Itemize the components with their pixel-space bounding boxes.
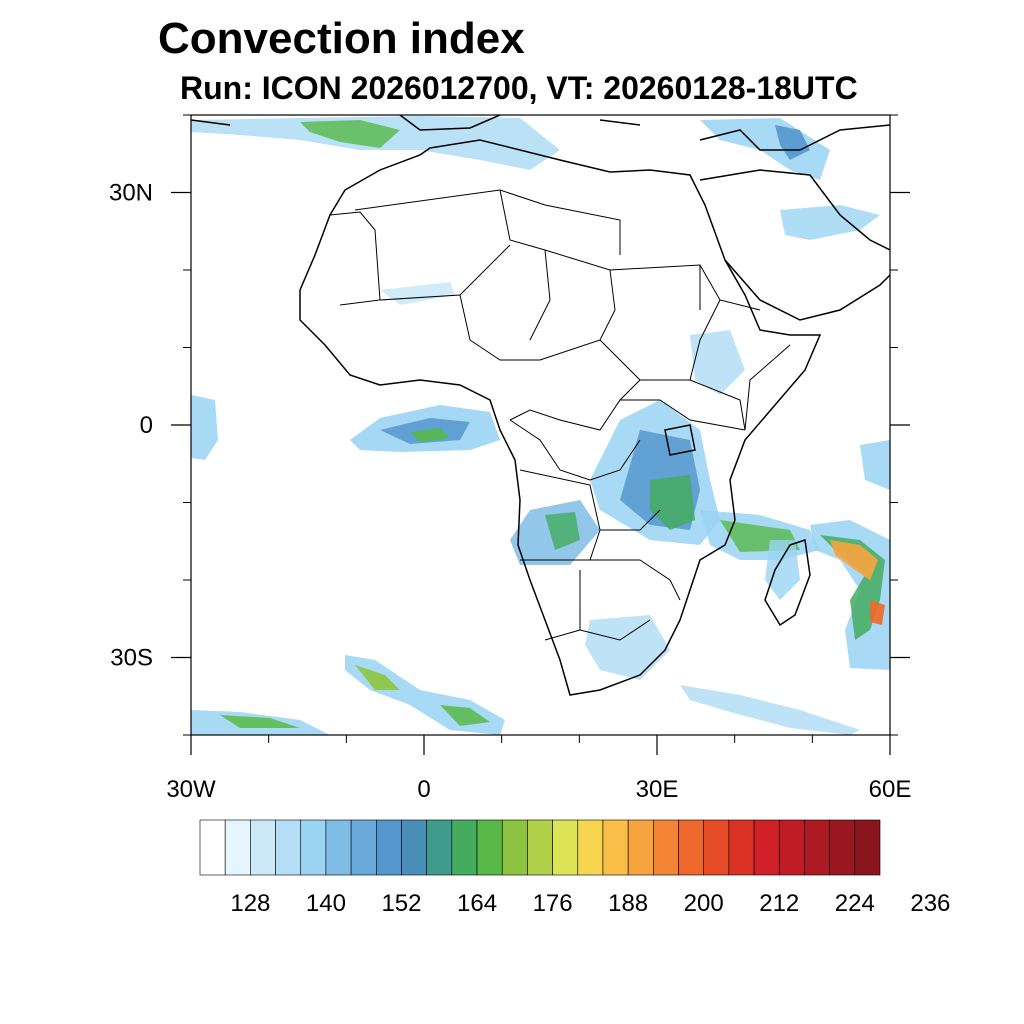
shade-sahara-streak: [380, 282, 455, 305]
colorbar-swatch: [224, 819, 251, 876]
border-lines: [329, 189, 791, 641]
map-axes: 30W 0 30E 60E 30N 0 30S: [109, 114, 912, 803]
colorbar-label: 200: [684, 890, 724, 917]
colorbar-label: 164: [457, 890, 497, 917]
colorbar-swatch: [375, 819, 402, 876]
chart-title: Convection index: [158, 14, 525, 63]
shade-south-africa: [585, 615, 670, 680]
country-borders: [329, 189, 791, 641]
coastlines: [191, 115, 890, 696]
shade-indian-hot: [830, 540, 878, 580]
colorbar-swatch: [829, 819, 856, 876]
colorbar-swatch: [627, 819, 654, 876]
africa-coastline: [299, 139, 822, 696]
colorbar-label: 224: [835, 890, 875, 917]
colorbar-swatch: [350, 819, 377, 876]
colorbar-swatch: [678, 819, 705, 876]
colorbar-label: 140: [306, 890, 346, 917]
colorbar-swatch: [401, 819, 427, 876]
shade-angola-core: [545, 512, 580, 550]
x-tick-label: 30W: [166, 776, 216, 803]
chart-subtitle: Run: ICON 2026012700, VT: 20260128-18UTC: [180, 70, 858, 106]
colorbar-swatch: [325, 819, 352, 876]
map-frame: [190, 114, 891, 736]
shade-med-east-core: [775, 125, 810, 160]
colorbar-swatch: [778, 819, 805, 876]
shade-madagascar: [765, 540, 800, 600]
shade-west-edge: [191, 395, 218, 460]
shade-east-edge: [860, 440, 890, 490]
colorbar-label: 212: [759, 890, 799, 917]
colorbar-swatch: [753, 819, 780, 876]
colorbar-swatch: [275, 819, 302, 876]
colorbar-swatch: [552, 819, 579, 876]
shade-south-atlantic-core2: [440, 705, 490, 726]
colorbar-swatch: [804, 819, 830, 876]
europe-coastline: [191, 115, 890, 151]
colorbar-swatch: [854, 819, 881, 876]
colorbar-swatch: [300, 819, 327, 876]
colorbar-label: 176: [533, 890, 573, 917]
madagascar-coastline: [764, 539, 811, 627]
colorbar-swatch: [577, 819, 604, 876]
colorbar-swatch: [527, 819, 553, 876]
shade-north-band-core: [300, 120, 400, 148]
colorbar-swatch: [602, 819, 629, 876]
colorbar-swatch: [250, 819, 276, 876]
colorbar-swatch: [199, 819, 226, 876]
shade-indian-hot2: [870, 600, 885, 625]
y-tick-label: 30N: [109, 180, 153, 207]
colorbar-label: 128: [230, 890, 270, 917]
colorbar-label: 152: [381, 890, 421, 917]
colorbar-swatch: [728, 819, 755, 876]
colorbar: 128 140 152 164 176 188 200 212 224 236: [199, 819, 950, 917]
shade-south-atlantic-core: [355, 665, 400, 690]
colorbar-swatch: [451, 819, 478, 876]
colorbar-label: 188: [608, 890, 648, 917]
shade-arabia-north: [780, 205, 880, 240]
colorbar-swatch: [476, 819, 503, 876]
y-tick-label: 0: [140, 412, 153, 439]
arabia-coastline: [699, 169, 890, 321]
shade-sw-corner-core: [220, 715, 300, 728]
x-tick-label: 0: [417, 776, 430, 803]
colorbar-swatch: [501, 819, 528, 876]
shade-guinea-hot: [410, 428, 450, 442]
colorbar-swatch: [426, 819, 453, 876]
x-tick-label: 60E: [869, 776, 912, 803]
lake-victoria: [664, 424, 696, 456]
x-tick-label: 30E: [636, 776, 679, 803]
shade-malawi: [650, 475, 695, 530]
shade-ethiopia: [690, 330, 745, 395]
y-tick-label: 30S: [110, 645, 153, 672]
colorbar-label: 236: [910, 890, 950, 917]
colorbar-swatch: [653, 819, 679, 876]
shade-se-streak: [680, 685, 860, 735]
colorbar-swatch: [703, 819, 730, 876]
convection-shading: [191, 116, 890, 735]
